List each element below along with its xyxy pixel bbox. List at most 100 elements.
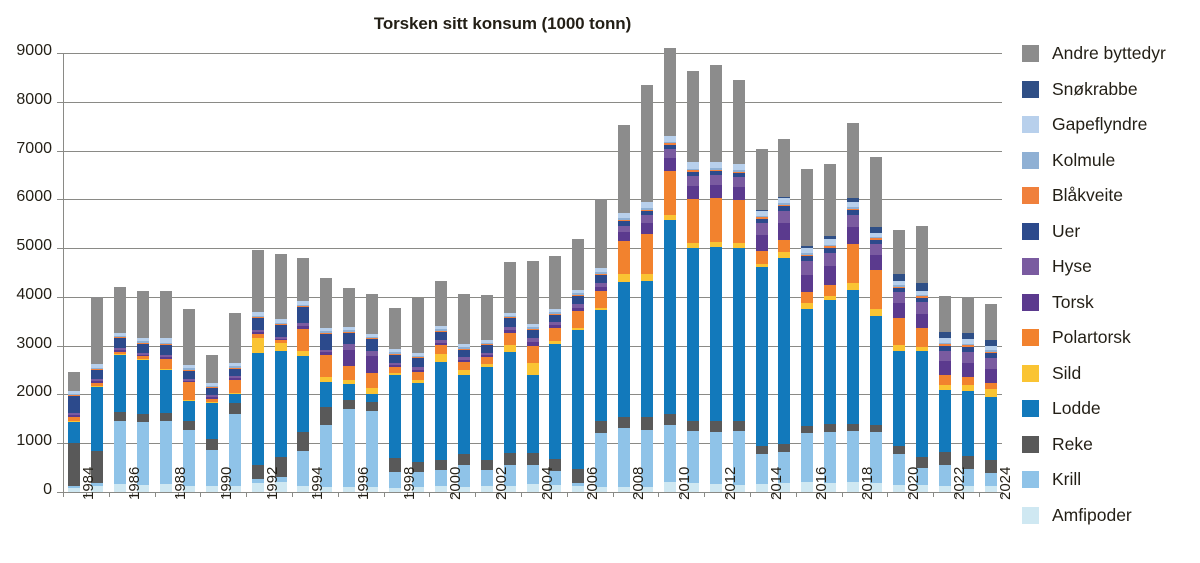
x-axis-tick-label: 2016 — [813, 466, 831, 500]
legend-swatch-icon — [1022, 400, 1039, 418]
bar-1994[interactable] — [297, 258, 310, 492]
bar-segment-polartorsk — [91, 382, 104, 386]
y-axis-tick-label: 6000 — [16, 188, 52, 206]
legend-label: Hyse — [1052, 256, 1092, 277]
legend-item-andre-byttedyr[interactable]: Andre byttedyr — [1022, 36, 1200, 72]
bar-1998[interactable] — [389, 307, 402, 492]
bar-1993[interactable] — [274, 254, 287, 492]
x-axis-tick-mark — [337, 492, 339, 497]
bar-segment-uer — [801, 255, 814, 261]
x-axis-tick-label: 1984 — [80, 466, 98, 500]
bar-segment-andre-byttedyr — [366, 294, 379, 334]
bar-segment-reke — [205, 438, 218, 451]
bar-segment-uer — [182, 370, 195, 379]
x-axis-tick-label: 2004 — [538, 466, 556, 500]
legend-item-polartorsk[interactable]: Polartorsk — [1022, 320, 1200, 356]
bar-segment-amfipoder — [389, 487, 402, 492]
bar-segment-sild — [297, 350, 310, 357]
bar-segment-andre-byttedyr — [457, 293, 470, 345]
x-axis-tick-mark — [612, 492, 614, 497]
bar-1997[interactable] — [366, 294, 379, 492]
bar-2013[interactable] — [732, 79, 745, 492]
x-axis-tick-label: 2022 — [950, 466, 968, 500]
y-axis-tick-label: 7000 — [16, 139, 52, 157]
bar-segment-uer — [160, 345, 173, 356]
bar-2008[interactable] — [618, 124, 631, 492]
bar-2018[interactable] — [847, 123, 860, 492]
bar-1996[interactable] — [343, 288, 356, 492]
bar-1984[interactable] — [68, 371, 81, 492]
x-axis-tick-mark — [223, 492, 225, 497]
bar-2002[interactable] — [480, 294, 493, 492]
bar-2007[interactable] — [595, 199, 608, 492]
bar-segment-blåkveite — [205, 387, 218, 389]
bar-1985[interactable] — [91, 296, 104, 492]
bar-2020[interactable] — [892, 230, 905, 492]
bar-2019[interactable] — [870, 157, 883, 492]
bar-2021[interactable] — [915, 225, 928, 492]
bar-segment-sild — [663, 214, 676, 220]
bar-segment-reke — [228, 403, 241, 415]
bar-segment-kolmule — [847, 207, 860, 209]
bar-segment-reke — [686, 420, 699, 432]
bar-2010[interactable] — [663, 48, 676, 492]
bar-segment-snøkrabbe — [778, 197, 791, 198]
bar-2009[interactable] — [641, 84, 653, 492]
bar-2011[interactable] — [686, 70, 699, 492]
legend-item-kolmule[interactable]: Kolmule — [1022, 143, 1200, 179]
legend-item-sild[interactable]: Sild — [1022, 356, 1200, 392]
bar-2003[interactable] — [503, 262, 516, 492]
bar-1987[interactable] — [137, 291, 150, 492]
legend-item-amfipoder[interactable]: Amfipoder — [1022, 498, 1200, 534]
bar-segment-blåkveite — [801, 254, 814, 256]
bar-2023[interactable] — [961, 297, 974, 492]
bar-2012[interactable] — [709, 65, 722, 492]
bar-segment-torsk — [114, 350, 127, 352]
bar-segment-amfipoder — [778, 483, 791, 492]
x-axis-tick-mark — [314, 492, 316, 497]
bar-2006[interactable] — [572, 238, 585, 492]
bar-1989[interactable] — [182, 309, 195, 492]
bar-2004[interactable] — [526, 261, 539, 492]
x-axis-tick-mark — [795, 492, 797, 497]
bar-segment-uer — [68, 395, 81, 413]
bar-segment-andre-byttedyr — [526, 261, 539, 324]
x-axis-tick-mark — [933, 492, 935, 497]
bar-segment-hyse — [228, 376, 241, 379]
legend-item-gapeflyndre[interactable]: Gapeflyndre — [1022, 107, 1200, 143]
bar-2005[interactable] — [549, 255, 562, 492]
bar-1992[interactable] — [251, 250, 264, 492]
legend-item-blåkveite[interactable]: Blåkveite — [1022, 178, 1200, 214]
legend-item-torsk[interactable]: Torsk — [1022, 285, 1200, 321]
bar-segment-andre-byttedyr — [320, 277, 333, 328]
bar-1990[interactable] — [205, 354, 218, 492]
bar-2001[interactable] — [457, 293, 470, 492]
legend-item-snøkrabbe[interactable]: Snøkrabbe — [1022, 72, 1200, 108]
x-axis-tick-mark — [177, 492, 179, 497]
bar-1995[interactable] — [320, 277, 333, 492]
legend-item-reke[interactable]: Reke — [1022, 427, 1200, 463]
bar-2000[interactable] — [434, 280, 447, 492]
bar-1999[interactable] — [411, 297, 424, 492]
legend-item-hyse[interactable]: Hyse — [1022, 249, 1200, 285]
bar-segment-blåkveite — [251, 316, 264, 318]
bar-segment-amfipoder — [480, 486, 493, 492]
bar-segment-uer — [205, 388, 218, 396]
bar-2014[interactable] — [755, 148, 768, 492]
bar-2024[interactable] — [984, 303, 997, 492]
bar-2022[interactable] — [938, 295, 951, 492]
bar-1991[interactable] — [228, 313, 241, 492]
bar-2017[interactable] — [824, 163, 837, 492]
bar-2016[interactable] — [801, 169, 814, 492]
x-axis-tick-mark — [429, 492, 431, 497]
bar-2015[interactable] — [778, 138, 791, 492]
bar-segment-lodde — [709, 247, 722, 422]
legend-item-uer[interactable]: Uer — [1022, 214, 1200, 250]
legend-item-krill[interactable]: Krill — [1022, 462, 1200, 498]
bar-segment-reke — [526, 452, 539, 465]
bar-1988[interactable] — [160, 291, 173, 492]
legend-item-lodde[interactable]: Lodde — [1022, 391, 1200, 427]
bar-1986[interactable] — [114, 286, 127, 492]
bar-segment-sild — [984, 388, 997, 397]
bar-segment-gapeflyndre — [618, 213, 631, 219]
